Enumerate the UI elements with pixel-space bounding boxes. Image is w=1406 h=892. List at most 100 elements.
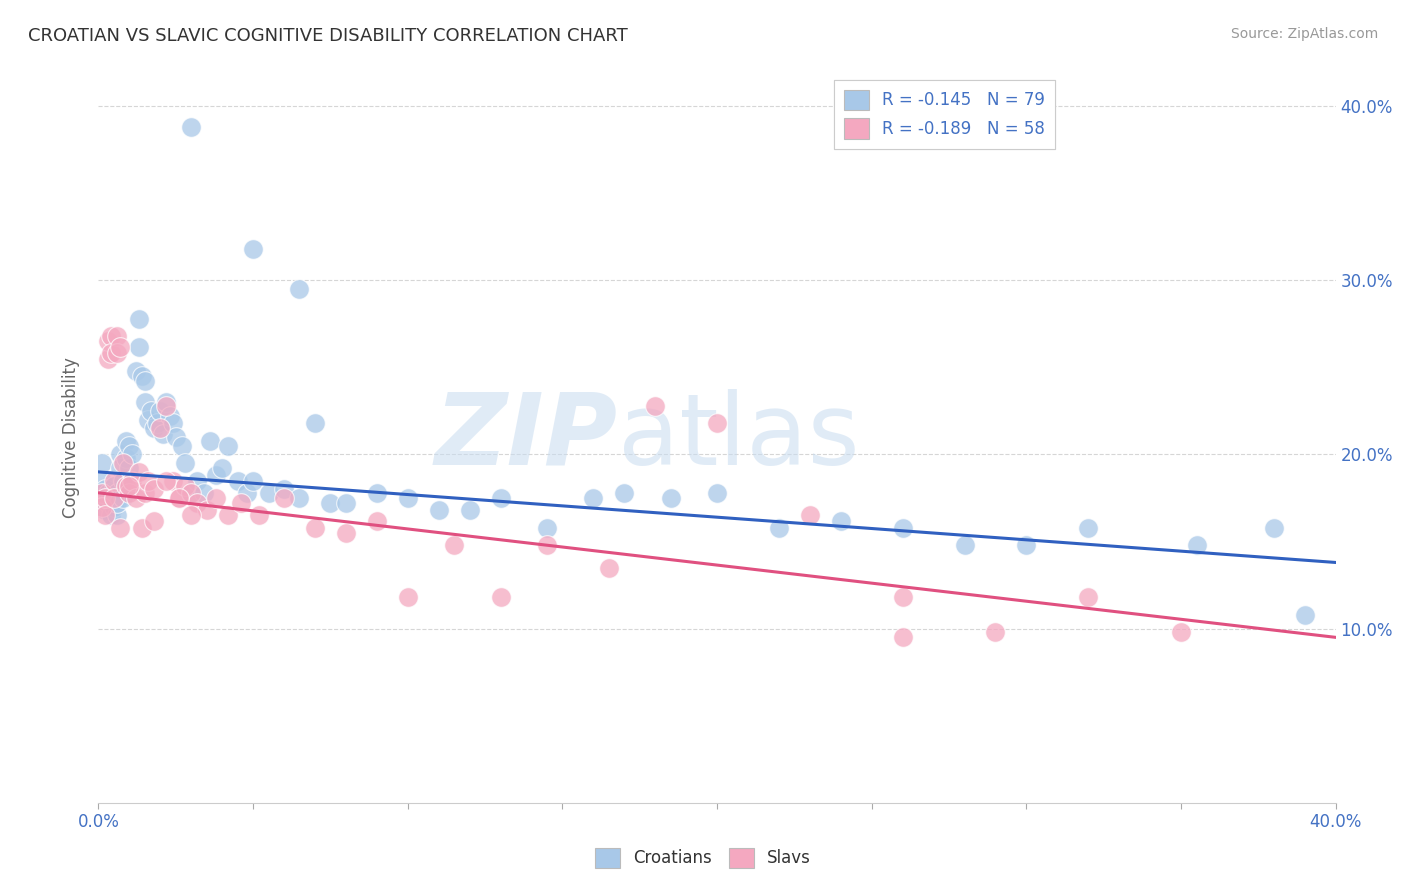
Point <box>489 591 512 605</box>
Point <box>217 508 239 523</box>
Point <box>236 485 259 500</box>
Point <box>180 485 202 500</box>
Point <box>108 521 131 535</box>
Point <box>100 508 122 523</box>
Point <box>247 508 270 523</box>
Point <box>229 496 252 510</box>
Point <box>613 485 636 500</box>
Point <box>891 591 914 605</box>
Point <box>115 450 138 465</box>
Text: Source: ZipAtlas.com: Source: ZipAtlas.com <box>1230 27 1378 41</box>
Text: ZIP: ZIP <box>434 389 619 485</box>
Point <box>180 508 202 523</box>
Point <box>167 491 190 505</box>
Point <box>288 282 311 296</box>
Point <box>706 416 728 430</box>
Point <box>124 491 146 505</box>
Point <box>180 485 202 500</box>
Point <box>103 500 125 514</box>
Point <box>136 412 159 426</box>
Point <box>1170 625 1192 640</box>
Point <box>134 375 156 389</box>
Point <box>143 483 166 497</box>
Point <box>139 404 162 418</box>
Point <box>152 426 174 441</box>
Point <box>1077 521 1099 535</box>
Text: atlas: atlas <box>619 389 859 485</box>
Point <box>97 485 120 500</box>
Point <box>205 468 228 483</box>
Point <box>90 474 112 488</box>
Point <box>100 329 122 343</box>
Point <box>149 421 172 435</box>
Point <box>97 496 120 510</box>
Point <box>115 434 138 448</box>
Point <box>198 434 221 448</box>
Point <box>273 491 295 505</box>
Point <box>174 456 197 470</box>
Point <box>143 421 166 435</box>
Point <box>186 496 208 510</box>
Point <box>366 514 388 528</box>
Point <box>105 346 128 360</box>
Point <box>443 538 465 552</box>
Point <box>799 508 821 523</box>
Point <box>103 491 125 505</box>
Point <box>118 479 141 493</box>
Point <box>174 479 197 493</box>
Point <box>891 631 914 645</box>
Point <box>458 503 481 517</box>
Point <box>155 395 177 409</box>
Point <box>121 474 143 488</box>
Point <box>103 474 125 488</box>
Point <box>108 448 131 462</box>
Point <box>170 439 193 453</box>
Point <box>226 474 249 488</box>
Point <box>103 491 125 505</box>
Point <box>112 474 135 488</box>
Point <box>93 503 115 517</box>
Point <box>97 351 120 366</box>
Point <box>134 485 156 500</box>
Point <box>121 448 143 462</box>
Point <box>108 461 131 475</box>
Point <box>93 491 115 505</box>
Point <box>93 483 115 497</box>
Point <box>112 456 135 470</box>
Point <box>155 399 177 413</box>
Point <box>953 538 976 552</box>
Point <box>396 591 419 605</box>
Point <box>427 503 450 517</box>
Point <box>162 416 184 430</box>
Point <box>1077 591 1099 605</box>
Legend: Croatians, Slavs: Croatians, Slavs <box>588 841 818 875</box>
Point <box>128 339 150 353</box>
Point <box>131 521 153 535</box>
Point <box>103 479 125 493</box>
Point <box>211 461 233 475</box>
Point <box>118 485 141 500</box>
Point <box>304 416 326 430</box>
Point <box>159 409 181 424</box>
Point <box>165 430 187 444</box>
Point <box>108 339 131 353</box>
Point <box>118 461 141 475</box>
Point <box>205 491 228 505</box>
Point <box>155 474 177 488</box>
Point <box>100 491 122 505</box>
Point <box>644 399 666 413</box>
Point <box>891 521 914 535</box>
Point <box>366 485 388 500</box>
Point <box>1263 521 1285 535</box>
Point <box>830 514 852 528</box>
Point <box>1294 607 1316 622</box>
Point <box>105 496 128 510</box>
Point <box>768 521 790 535</box>
Point <box>124 364 146 378</box>
Point <box>598 560 620 574</box>
Point <box>335 496 357 510</box>
Point <box>1015 538 1038 552</box>
Point <box>146 416 169 430</box>
Point <box>149 404 172 418</box>
Point <box>105 485 128 500</box>
